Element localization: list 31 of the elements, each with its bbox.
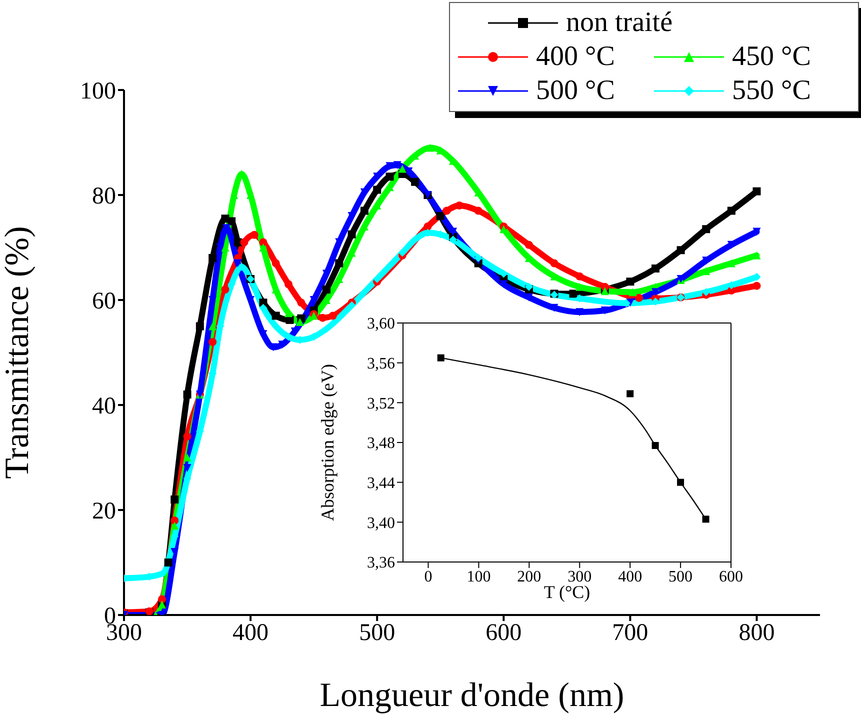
y-tick-label: 3,60 (367, 316, 395, 333)
y-tick-label: 3,52 (367, 395, 395, 412)
y-tick-label: 3,40 (367, 514, 395, 532)
x-axis-title: Longueur d'onde (nm) (320, 677, 624, 714)
legend-label: 450 °C (732, 41, 811, 73)
legend-label: 400 °C (536, 41, 615, 73)
x-tick-label: 400 (232, 620, 269, 646)
x-tick-label: 600 (719, 568, 743, 586)
y-tick-label: 3,48 (367, 435, 395, 452)
y-tick-label: 80 (92, 184, 116, 210)
x-tick-label: 500 (668, 568, 693, 586)
y-tick-label: 60 (92, 288, 116, 315)
x-tick-label: 0 (424, 568, 432, 586)
legend-label: 550 °C (732, 75, 811, 107)
y-tick-label: 3,44 (367, 475, 395, 492)
y-tick-label: 100 (80, 78, 116, 105)
x-tick-label: 700 (612, 620, 648, 646)
y-tick-label: 20 (92, 498, 116, 525)
x-tick-label: 100 (466, 568, 491, 586)
y-tick-label: 3,36 (367, 554, 395, 572)
y-axis-title: Absorption edge (eV) (317, 364, 338, 521)
x-tick-label: 200 (517, 568, 542, 586)
x-tick-label: 800 (738, 620, 775, 646)
x-tick-label: 600 (486, 620, 522, 646)
legend-label: 500 °C (536, 75, 615, 107)
x-tick-label: 500 (359, 620, 396, 646)
legend-label: non traité (566, 7, 673, 39)
y-tick-label: 3,56 (367, 356, 395, 373)
y-axis-title: Transmittance (%) (0, 226, 36, 479)
x-tick-label: 400 (618, 568, 642, 586)
y-tick-label: 40 (92, 394, 116, 420)
